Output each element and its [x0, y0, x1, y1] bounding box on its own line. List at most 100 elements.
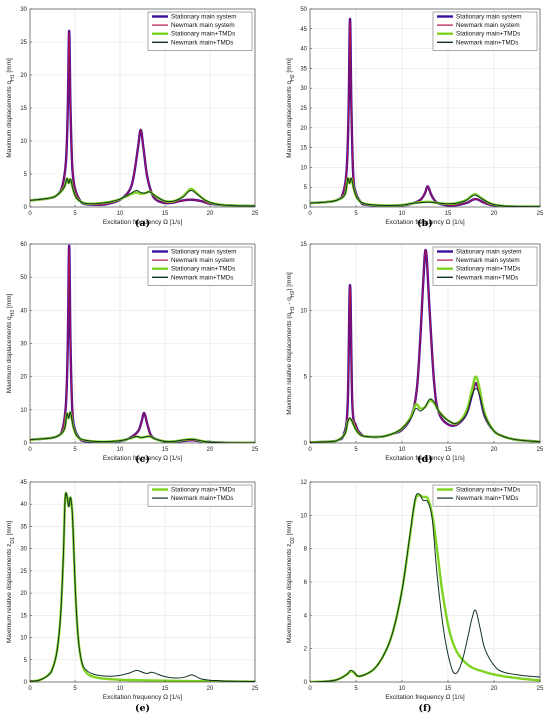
y-tick-label: 35: [20, 524, 27, 530]
legend-entry: Stationary main+TMDs: [456, 487, 520, 494]
legend-box: [147, 246, 253, 286]
legend-entry: Stationary main+TMDs: [456, 266, 520, 273]
y-tick-label: 20: [20, 375, 27, 381]
legend-entry: Newmark main+TMDs: [171, 495, 233, 502]
x-tick-label: 25: [537, 686, 544, 692]
y-tick-label: 30: [20, 342, 27, 348]
y-axis-label: Maximum displacements qH1 [mm]: [6, 58, 16, 158]
legend-entry: Stationary main system: [456, 249, 521, 256]
y-tick-label: 20: [20, 73, 27, 79]
y-tick-label: 10: [300, 308, 307, 314]
y-tick-label: 25: [300, 106, 307, 112]
series-group: [310, 17, 540, 207]
panel-caption: (e): [135, 703, 150, 714]
x-tick-label: 10: [399, 686, 406, 692]
x-tick-label: 10: [117, 447, 124, 453]
y-tick-label: 15: [300, 146, 307, 152]
y-tick-label: 0: [304, 205, 308, 211]
y-tick-label: 0: [24, 680, 28, 686]
panel-caption: (b): [417, 218, 433, 229]
y-tick-label: 20: [300, 126, 307, 132]
legend-entry: Stationary main+TMDs: [171, 487, 235, 494]
y-tick-label: 35: [300, 66, 307, 72]
y-tick-label: 30: [300, 86, 307, 92]
x-axis-label: Excitation frequency Ω [1/s]: [103, 219, 182, 226]
x-tick-label: 20: [491, 211, 498, 217]
y-tick-label: 30: [20, 547, 27, 553]
x-tick-label: 15: [445, 686, 452, 692]
legend-entry: Newmark main system: [171, 257, 235, 264]
series-line-2: [310, 493, 540, 682]
y-tick-label: 40: [300, 47, 307, 53]
y-tick-label: 5: [304, 375, 308, 381]
legend-box: [147, 484, 253, 507]
y-tick-label: 0: [304, 441, 308, 447]
x-tick-label: 20: [207, 447, 214, 453]
x-tick-label: 0: [28, 447, 32, 453]
y-tick-label: 15: [20, 106, 27, 112]
y-tick-label: 15: [300, 242, 307, 248]
series-line-4: [30, 178, 255, 207]
panel-caption: (d): [417, 454, 433, 465]
x-tick-label: 0: [308, 686, 312, 692]
legend-entry: Newmark main system: [171, 22, 235, 29]
y-tick-label: 12: [300, 480, 307, 486]
y-tick-label: 5: [24, 658, 28, 664]
y-tick-label: 8: [304, 547, 308, 553]
series-line-2: [30, 492, 255, 682]
legend-entry: Stationary main+TMDs: [171, 31, 235, 38]
chart-panel-c: 0 5 10 15 20 25 0 10 20 30 40 50 60 Excitation freque…: [6, 242, 259, 465]
x-tick-label: 10: [117, 686, 124, 692]
x-tick-label: 5: [73, 447, 77, 453]
x-tick-label: 0: [28, 686, 32, 692]
y-tick-label: 10: [20, 408, 27, 414]
y-tick-label: 10: [20, 636, 27, 642]
legend-entry: Newmark main+TMDs: [171, 274, 233, 281]
y-tick-label: 10: [20, 139, 27, 145]
panel-caption: (c): [135, 454, 150, 465]
x-tick-label: 10: [117, 211, 124, 217]
legend-entry: Stationary main+TMDs: [456, 31, 520, 38]
y-axis-label: Maximum relative displacements zD1 [mm]: [6, 521, 16, 643]
x-tick-label: 20: [207, 211, 214, 217]
y-axis-label: Maximum displacements qH2 [mm]: [286, 58, 296, 158]
x-tick-label: 5: [73, 686, 77, 692]
series-line-4: [310, 177, 540, 207]
x-tick-label: 15: [162, 447, 169, 453]
y-tick-label: 45: [20, 480, 27, 486]
legend-entry: Newmark main+TMDs: [171, 39, 233, 46]
x-tick-label: 25: [252, 447, 259, 453]
legend-box: [432, 484, 538, 507]
y-tick-label: 10: [300, 165, 307, 171]
x-tick-label: 25: [537, 447, 544, 453]
x-axis-label: Excitation frequency Ω [1/s]: [103, 455, 182, 462]
y-tick-label: 0: [24, 441, 28, 447]
y-tick-label: 40: [20, 308, 27, 314]
series-line-4: [310, 388, 540, 443]
legend-entry: Stationary main+TMDs: [171, 266, 235, 273]
y-tick-label: 10: [300, 513, 307, 519]
series-group: [30, 244, 255, 443]
series-line-3: [310, 375, 540, 443]
series-line-4: [30, 411, 255, 443]
series-group: [30, 29, 255, 207]
legend-entry: Newmark main+TMDs: [456, 274, 518, 281]
x-axis-label: Excitation frequency Ω [1/s]: [385, 219, 464, 226]
y-axis-label: Maximum displacements qH3 [mm]: [6, 294, 16, 394]
series-group: [310, 493, 540, 682]
y-tick-label: 4: [304, 613, 308, 619]
x-tick-label: 15: [445, 211, 452, 217]
x-tick-label: 10: [399, 447, 406, 453]
legend-entry: Newmark main+TMDs: [456, 39, 518, 46]
x-tick-label: 25: [252, 211, 259, 217]
x-tick-label: 0: [28, 211, 32, 217]
y-axis-label: Maximum relative displacements zD2 [mm]: [286, 521, 296, 643]
chart-panel-b: 0 5 10 15 20 25 0 5 10 15 20 25 30 35 40 45 50 Excitation…: [286, 7, 544, 229]
panel-caption: (a): [135, 218, 150, 229]
x-tick-label: 0: [308, 447, 312, 453]
